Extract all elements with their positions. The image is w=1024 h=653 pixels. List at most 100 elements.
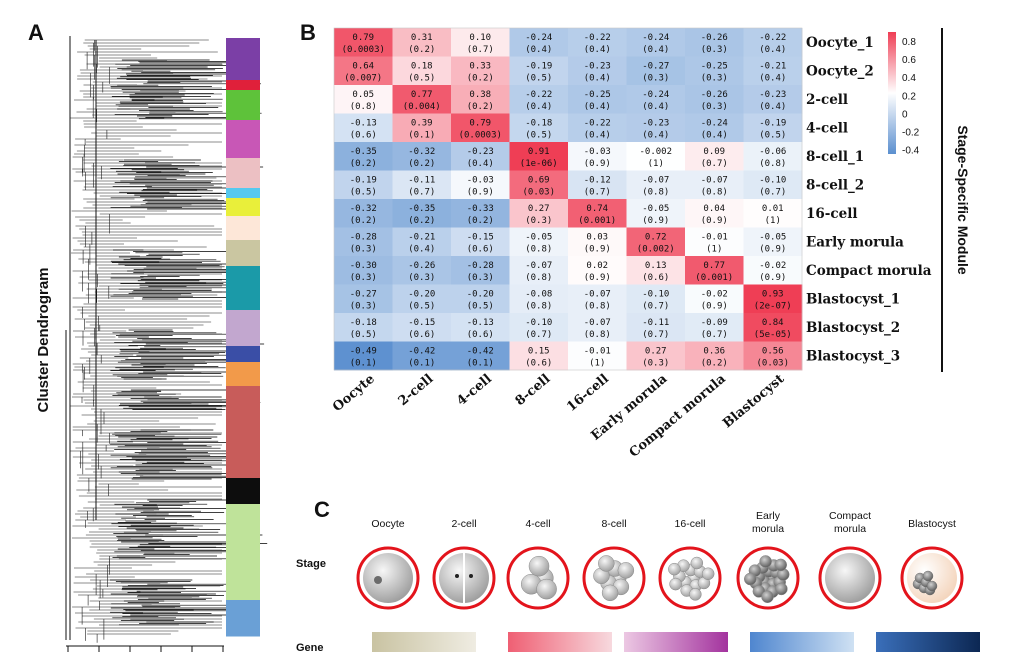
cell-correlation-label: 0.18 [411,62,433,72]
cell-pvalue-label: (1) [765,216,781,226]
cell-correlation-label: -0.49 [350,347,377,357]
cell-correlation-label: 0.39 [411,119,433,129]
cell-correlation-label: 0.09 [703,147,725,157]
cell-correlation-label: 0.36 [703,347,725,357]
nucleus [455,574,459,578]
cell-pvalue-label: (0.9) [701,216,728,226]
cell-pvalue-label: (0.7) [467,45,494,55]
heatmap-cell [334,313,393,342]
cell-pvalue-label: (0.7) [525,330,552,340]
cell-correlation-label: 0.15 [528,347,550,357]
heatmap-row-label: Oocyte_2 [806,64,874,80]
cell-pvalue-label: (0.4) [701,131,728,141]
heatmap-cell [568,170,627,200]
heatmap-cell [334,341,393,371]
cell-pvalue-label: (0.3) [408,273,435,283]
heatmap-cell [626,28,686,57]
heatmap-cell [685,56,744,86]
heatmap-cell [334,113,393,143]
heatmap-cell [743,85,803,114]
cell-pvalue-label: (0.8) [759,159,786,169]
cell-pvalue-label: (0.3) [701,102,728,112]
cell-pvalue-label: (0.7) [642,302,669,312]
cell-correlation-label: -0.05 [525,233,552,243]
heatmap-cell [334,56,393,86]
embryo-icon [900,546,964,610]
stage-label: Compact [829,510,871,522]
heatmap-cell [509,341,569,371]
panel-c-label: C [314,497,330,522]
stage-label: morula [834,523,866,535]
cell-correlation-label: -0.23 [584,62,611,72]
cell-correlation-label: -0.35 [350,147,377,157]
blastomere [744,572,757,586]
module-axis-title: Stage-Specific Module [955,125,971,275]
module-color-block [226,240,260,267]
stage-label: Blastocyst [908,518,956,530]
heatmap-row-label: Compact morula [806,263,932,279]
heatmap-cell [509,113,569,143]
heatmap-cell [685,113,744,143]
cell-pvalue-label: (0.001) [695,273,733,283]
legend-tick-label: 0.2 [902,91,916,102]
cell-pvalue-label: (0.4) [642,45,669,55]
cell-correlation-label: 0.33 [469,62,491,72]
module-color-block [226,198,260,217]
cell-pvalue-label: (0.5) [525,131,552,141]
blastomere [759,555,772,568]
cell-correlation-label: -0.05 [759,233,786,243]
heatmap-cell [685,227,744,257]
cell-pvalue-label: (0.4) [525,102,552,112]
heatmap-cell [685,199,744,228]
cell-correlation-label: -0.32 [350,204,377,214]
heatmap-row-label: 16-cell [806,206,857,222]
heatmap-cell [685,341,744,371]
heatmap-row-label: Blastocyst_1 [806,292,900,308]
heatmap-cell [568,113,627,143]
heatmap-cell [743,113,803,143]
cell-correlation-label: -0.02 [701,290,728,300]
cell-correlation-label: -0.28 [350,233,377,243]
dendrogram-cluster [110,429,259,480]
cell-pvalue-label: (0.6) [642,273,669,283]
heatmap-cell [392,341,452,371]
heatmap-row-label: Blastocyst_3 [806,349,900,365]
cell-pvalue-label: (0.6) [525,359,552,369]
gene-expression-bar [372,632,476,652]
cell-pvalue-label: (0.5) [525,74,552,84]
cell-correlation-label: -0.33 [467,204,494,214]
heatmap-cell [451,85,510,114]
heatmap-cell [392,28,452,57]
cell-correlation-label: -0.25 [584,90,611,100]
heatmap-cell [392,313,452,342]
cell-pvalue-label: (0.6) [350,131,377,141]
cell-pvalue-label: (0.4) [642,131,669,141]
heatmap-cell [451,341,510,371]
heatmap-cell [392,284,452,314]
stage-label: 8-cell [601,518,626,530]
heatmap-cell [451,313,510,342]
cell-pvalue-label: (0.1) [408,359,435,369]
dendrogram-trunk [65,36,97,640]
cell-pvalue-label: (0.3) [642,74,669,84]
module-color-block [226,386,260,479]
module-color-block [226,504,260,601]
blastomere [528,555,550,577]
heatmap-cell [334,284,393,314]
stage-label: 2-cell [451,518,476,530]
embryo-icon [658,546,722,610]
heatmap-cell [743,199,803,228]
cell-pvalue-label: (2e-07) [754,302,792,312]
blastomere [761,590,774,604]
cell-correlation-label: -0.07 [701,176,728,186]
embryo-icon [736,546,800,610]
cell-pvalue-label: (0.3) [350,302,377,312]
cell-correlation-label: -0.42 [408,347,435,357]
heatmap-cell [568,284,627,314]
cell-correlation-label: 0.02 [586,261,608,271]
heatmap-cell [568,28,627,57]
cell-pvalue-label: (0.7) [759,188,786,198]
heatmap-column-label: 8-cell [513,372,554,410]
legend-tick-label: -0.2 [902,127,920,138]
